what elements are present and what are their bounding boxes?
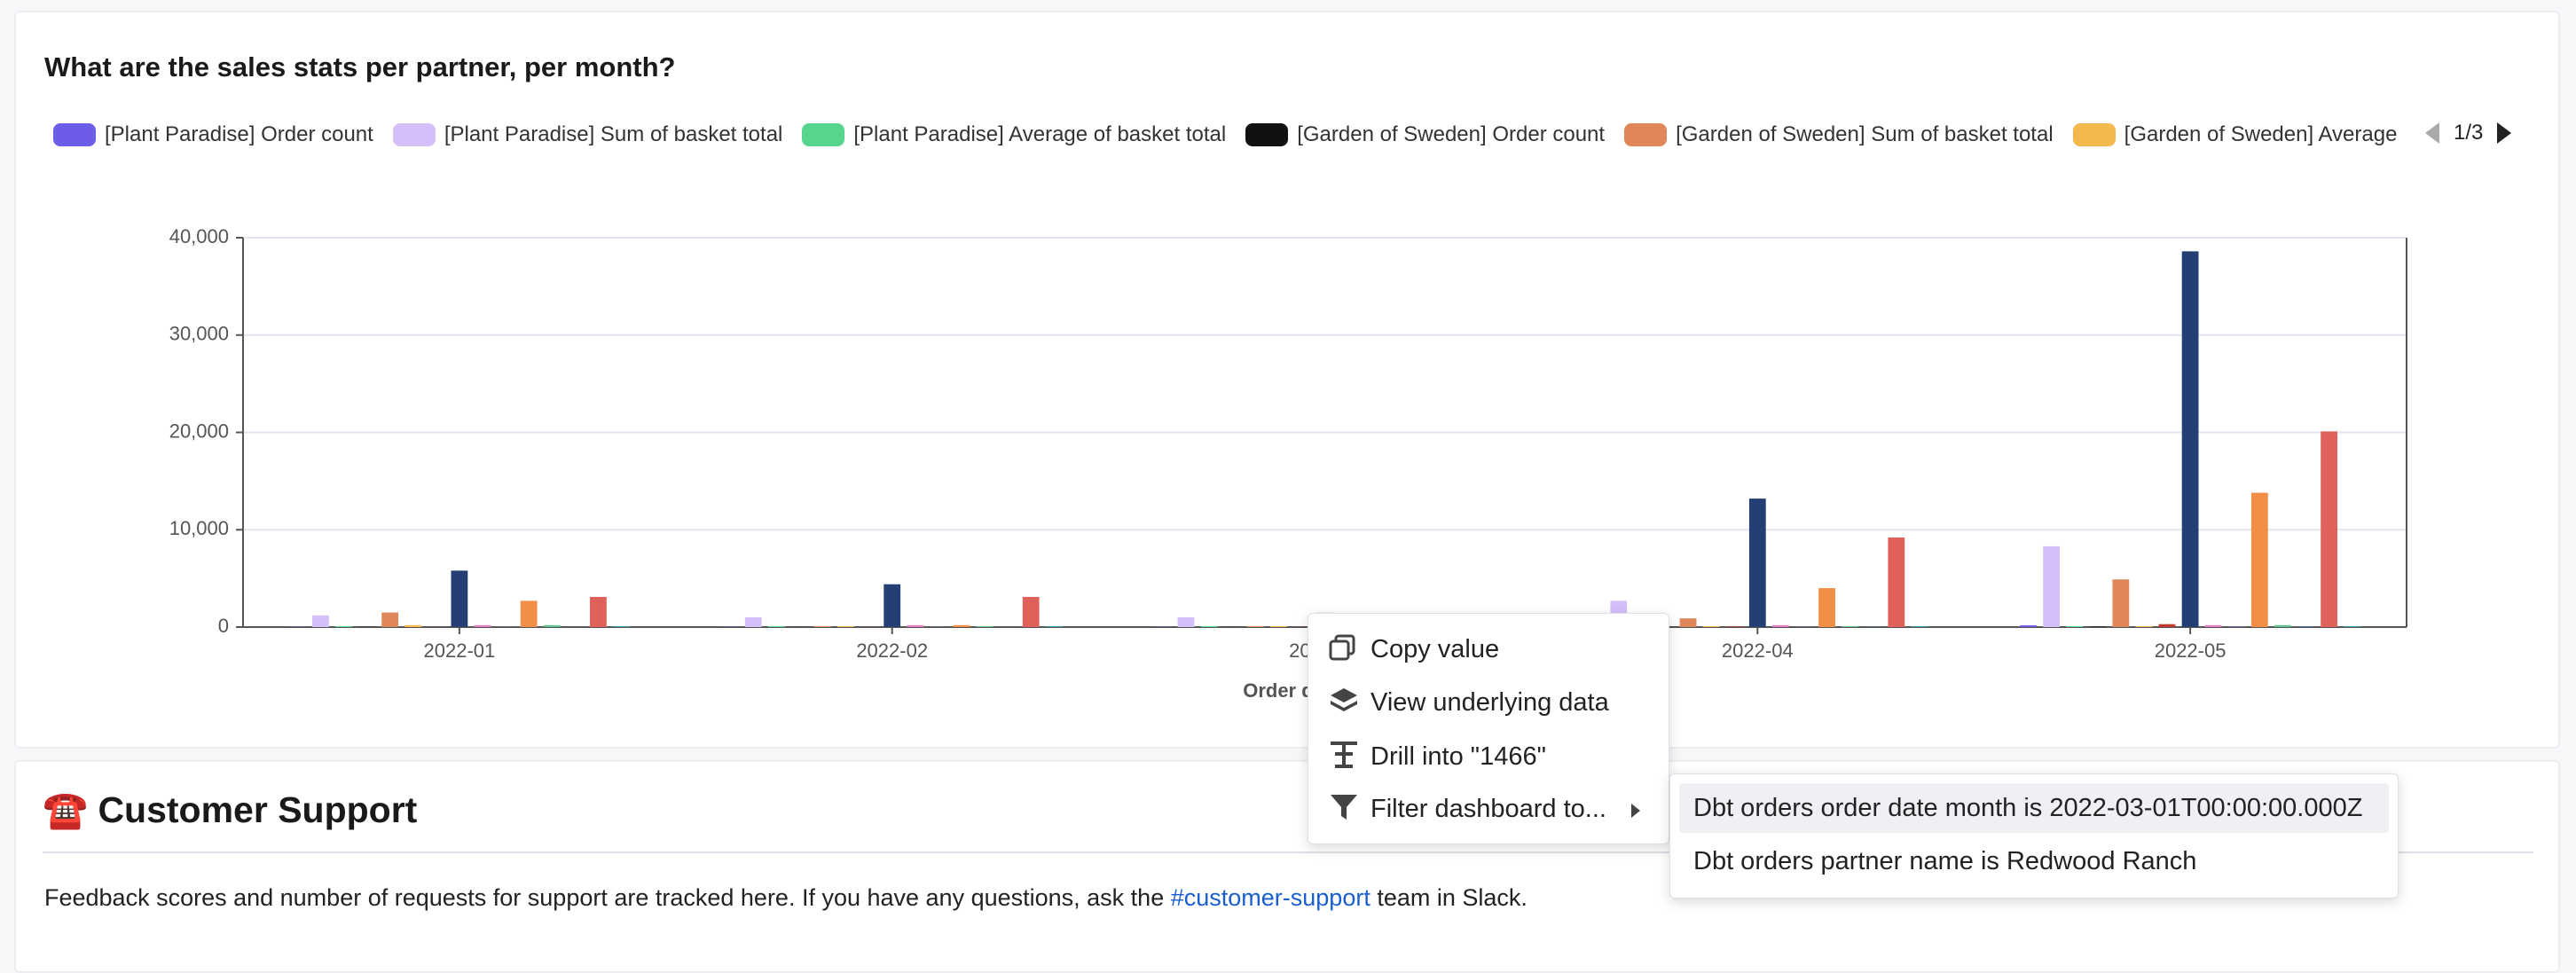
context-menu: Copy value View underlying data Drill in… [1308, 613, 1669, 844]
x-tick-label: 2022-04 [1722, 640, 1794, 662]
y-tick-label: 10,000 [169, 517, 229, 539]
legend-label: [Plant Paradise] Sum of basket total [444, 122, 783, 147]
bar [1703, 626, 1720, 627]
bar [2089, 626, 2106, 627]
menu-item[interactable]: Filter dashboard to... [1370, 791, 1606, 827]
bar [2159, 624, 2176, 627]
legend-swatch [1624, 123, 1667, 146]
bar [1888, 538, 1905, 627]
submenu: Dbt orders order date month is 2022-03-0… [1669, 773, 2399, 898]
bar [613, 626, 630, 627]
bar [1680, 618, 1697, 627]
bar [814, 626, 831, 627]
menu-item[interactable]: View underlying data [1370, 685, 1609, 720]
legend-item[interactable]: [Garden of Sweden] Average [2073, 122, 2398, 147]
legend-label: [Plant Paradise] Average of basket total [853, 122, 1226, 147]
legend-swatch [53, 123, 96, 146]
page-indicator: 1/3 [2454, 121, 2483, 145]
legend-swatch [802, 123, 844, 146]
bar [335, 626, 352, 627]
bar [2251, 493, 2268, 627]
text: team in Slack. [1377, 884, 1528, 911]
menu-icons [1328, 633, 1360, 828]
bar [2182, 251, 2199, 627]
bar [404, 625, 421, 627]
bar [1726, 626, 1743, 627]
bar [768, 626, 785, 627]
bar [977, 626, 993, 627]
bar [1818, 588, 1835, 627]
bar [907, 625, 923, 627]
bar [2228, 626, 2245, 627]
legend-swatch [1245, 123, 1288, 146]
bar [2274, 625, 2291, 627]
menu-item[interactable]: Copy value [1370, 632, 1499, 667]
bar [2112, 579, 2129, 627]
y-tick-label: 20,000 [169, 420, 229, 442]
bar [884, 585, 900, 627]
bar [312, 616, 329, 627]
bar [1201, 626, 1218, 627]
y-tick-label: 0 [218, 615, 229, 637]
legend-item[interactable]: [Plant Paradise] Sum of basket total [393, 122, 783, 147]
bar [2066, 626, 2083, 627]
next-page[interactable] [2495, 121, 2515, 145]
bar [2205, 625, 2222, 627]
bar [2136, 626, 2153, 627]
bar [1842, 626, 1858, 627]
bar [2297, 626, 2314, 627]
bar [954, 625, 970, 627]
section-heading: ☎️ Customer Support [43, 789, 417, 832]
bar [2043, 546, 2060, 627]
legend-label: [Garden of Sweden] Average [2124, 122, 2398, 147]
x-tick-label: 2022-05 [2155, 640, 2227, 662]
legend-label: [Garden of Sweden] Sum of basket total [1676, 122, 2054, 147]
bar [544, 625, 561, 627]
prev-page[interactable] [2422, 121, 2441, 145]
y-tick-label: 40,000 [169, 225, 229, 247]
legend-item[interactable]: [Plant Paradise] Order count [53, 122, 373, 147]
bar [1912, 626, 1928, 627]
bar [381, 613, 398, 627]
bar [475, 625, 491, 627]
bar [590, 597, 607, 627]
text: Feedback scores and number of requests f… [44, 884, 1164, 911]
bar [745, 617, 762, 627]
bar [521, 600, 538, 627]
x-tick-label: 2022-02 [856, 640, 928, 662]
bar [837, 626, 854, 627]
legend-swatch [393, 123, 436, 146]
legend-item[interactable]: [Plant Paradise] Average of basket total [802, 122, 1226, 147]
submenu-item[interactable]: Dbt orders partner name is Redwood Ranch [1679, 836, 2389, 886]
bar [1247, 626, 1264, 627]
chart: 0 10,000 20,000 30,000 40,000 2022-01 2022-02 2… [0, 0, 2576, 748]
channel-link[interactable]: #customer-support [1171, 884, 1370, 911]
section-text: Feedback scores and number of requests f… [44, 884, 1528, 912]
y-tick-label: 30,000 [169, 323, 229, 345]
legend: [Plant Paradise] Order count [Plant Parad… [53, 122, 2397, 147]
bar [2321, 431, 2337, 627]
bar [2020, 625, 2037, 627]
bar [1046, 626, 1063, 627]
submenu-item[interactable]: Dbt orders order date month is 2022-03-0… [1679, 783, 2389, 833]
bar [1270, 626, 1287, 627]
menu-item[interactable]: Drill into "1466" [1370, 739, 1546, 774]
legend-item[interactable]: [Garden of Sweden] Order count [1245, 122, 1605, 147]
legend-label: [Plant Paradise] Order count [105, 122, 373, 147]
submenu-arrow [1630, 802, 1642, 820]
bar [1023, 597, 1040, 627]
chart-title: What are the sales stats per partner, pe… [44, 51, 675, 83]
bar [452, 570, 468, 627]
x-tick-label: 2022-01 [424, 640, 496, 662]
bar [1178, 617, 1195, 627]
legend-pager: 1/3 [2422, 121, 2515, 145]
bar [1749, 498, 1766, 627]
legend-item[interactable]: [Garden of Sweden] Sum of basket total [1624, 122, 2054, 147]
legend-swatch [2073, 123, 2116, 146]
bar [1772, 625, 1789, 627]
bar [2344, 626, 2360, 627]
legend-label: [Garden of Sweden] Order count [1297, 122, 1605, 147]
